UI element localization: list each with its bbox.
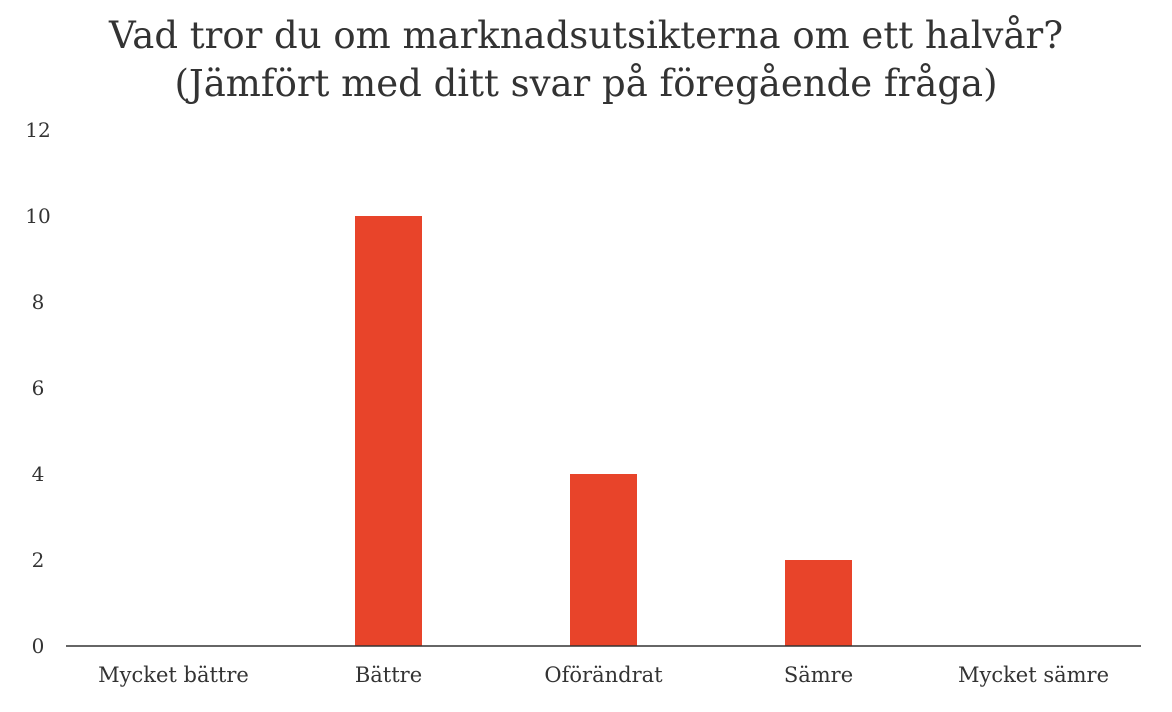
y-tick-label: 8 [32,290,45,314]
y-tick-label: 10 [25,204,50,228]
y-tick-label: 4 [32,462,45,486]
y-tick-label: 12 [25,118,50,142]
chart-title: Vad tror du om marknadsutsikterna om ett… [108,14,1064,57]
x-tick-label: Mycket bättre [98,663,249,687]
x-tick-label: Mycket sämre [958,663,1109,687]
x-tick-label: Sämre [784,663,853,687]
bar-sämre [785,560,852,646]
x-tick-label: Oförändrat [544,663,663,687]
y-tick-label: 6 [32,376,45,400]
bar-bättre [355,216,422,646]
y-tick-label: 2 [32,548,45,572]
y-tick-label: 0 [32,634,45,658]
chart-title-block: Vad tror du om marknadsutsikterna om ett… [0,12,1172,108]
chart-subtitle: (Jämfört med ditt svar på föregående frå… [174,62,998,105]
x-tick-label: Bättre [355,663,422,687]
bar-oförändrat [570,474,637,646]
